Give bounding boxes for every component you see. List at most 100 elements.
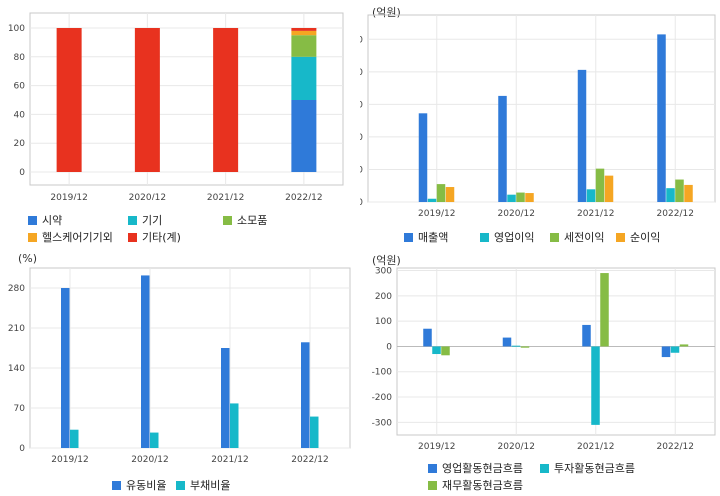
y-tick-label: 60 bbox=[14, 82, 26, 92]
bar bbox=[418, 113, 428, 202]
income-unit-label: (억원) bbox=[372, 6, 401, 19]
legend-item: 부채비율 bbox=[176, 477, 230, 493]
y-tick-label: 80 bbox=[14, 53, 26, 63]
legend-swatch bbox=[404, 232, 413, 242]
y-tick-label: -100 bbox=[372, 368, 393, 378]
legend-item: 투자활동현금흐름 bbox=[540, 460, 635, 476]
bar bbox=[520, 346, 530, 348]
bar bbox=[291, 30, 317, 36]
x-tick-label: 2022/12 bbox=[657, 442, 694, 452]
bar bbox=[577, 69, 587, 203]
legend-label: 기타(계) bbox=[142, 231, 181, 244]
y-tick-label: 200 bbox=[375, 292, 392, 302]
bar bbox=[586, 189, 596, 202]
bar bbox=[436, 184, 446, 202]
bar bbox=[427, 198, 437, 202]
y-tick-label: 70 bbox=[14, 404, 26, 414]
y-tick-label: 140 bbox=[8, 364, 25, 374]
product-mix-chart-panel: 0 20 40 60 80 100 2019/12 2020/12 2021/12 2022/12… bbox=[0, 0, 360, 248]
bar bbox=[511, 345, 521, 347]
bar bbox=[661, 346, 671, 358]
legend-swatch bbox=[550, 232, 559, 242]
y-tick-label: 600 bbox=[360, 100, 363, 110]
y-tick-label: 100 bbox=[8, 24, 25, 34]
legend-swatch bbox=[128, 232, 137, 242]
x-tick-label: 2022/12 bbox=[291, 455, 328, 465]
y-tick-label: 20 bbox=[14, 139, 26, 149]
x-tick-label: 2020/12 bbox=[129, 193, 166, 200]
x-tick-label: 2021/12 bbox=[577, 209, 614, 219]
bar bbox=[582, 324, 591, 347]
bar bbox=[301, 342, 310, 448]
bar bbox=[291, 28, 317, 31]
legend-item: 시약 bbox=[28, 212, 62, 228]
legend-item: 영업활동현금흐름 bbox=[428, 460, 523, 476]
legend-item: 세전이익 bbox=[550, 229, 604, 245]
legend-swatch bbox=[540, 463, 549, 473]
legend-swatch bbox=[428, 480, 437, 490]
x-tick-label: 2020/12 bbox=[498, 209, 535, 219]
bar bbox=[525, 193, 534, 202]
bar bbox=[150, 432, 159, 448]
legend-label: 재무활동현금흐름 bbox=[442, 479, 523, 492]
y-tick-label: 100 bbox=[375, 317, 392, 327]
bar bbox=[666, 188, 675, 202]
bar bbox=[670, 346, 680, 353]
x-tick-label: 2022/12 bbox=[285, 193, 322, 200]
bar bbox=[230, 403, 239, 448]
bar bbox=[591, 346, 600, 425]
y-tick-label: 0 bbox=[386, 342, 392, 352]
legend-item: 유동비율 bbox=[112, 477, 166, 493]
y-tick-label: 40 bbox=[14, 110, 26, 120]
legend-label: 투자활동현금흐름 bbox=[554, 462, 635, 475]
y-tick-label: 800 bbox=[360, 68, 363, 78]
legend-swatch bbox=[28, 232, 37, 242]
bar bbox=[141, 275, 150, 448]
y-tick-label: -200 bbox=[372, 393, 393, 403]
x-tick-label: 2020/12 bbox=[131, 455, 168, 465]
y-tick-label: 300 bbox=[375, 267, 392, 277]
bar bbox=[291, 35, 317, 57]
product-mix-chart: 0 20 40 60 80 100 2019/12 2020/12 2021/12 2022/12 bbox=[8, 12, 344, 200]
x-tick-label: 2019/12 bbox=[418, 442, 455, 452]
bar bbox=[516, 192, 525, 202]
y-tick-label: 210 bbox=[8, 324, 25, 334]
legend-item: 헬스케어기기외 bbox=[28, 229, 113, 245]
legend-item: 재무활동현금흐름 bbox=[428, 477, 523, 493]
y-tick-label: 0 bbox=[19, 168, 25, 178]
bar bbox=[61, 288, 70, 448]
legend-item: 소모품 bbox=[223, 212, 267, 228]
legend-swatch bbox=[176, 480, 185, 490]
ratio-unit-label: (%) bbox=[18, 252, 38, 265]
bar bbox=[291, 56, 317, 100]
bar bbox=[657, 34, 666, 203]
cashflow-unit-label: (억원) bbox=[372, 254, 401, 267]
legend-swatch bbox=[223, 215, 232, 225]
cashflow-chart: -300 -200 -100 0 100 200 300 2019/12 2020/12 2021… bbox=[372, 267, 716, 452]
legend-item: 기타(계) bbox=[128, 229, 181, 245]
x-tick-label: 2021/12 bbox=[207, 193, 244, 200]
legend-label: 기기 bbox=[142, 214, 163, 227]
y-tick-label: -300 bbox=[372, 418, 393, 428]
legend-item: 기기 bbox=[128, 212, 162, 228]
bar bbox=[70, 429, 79, 448]
y-tick-label: 0 bbox=[19, 444, 25, 454]
bar bbox=[445, 187, 455, 202]
legend-swatch bbox=[112, 480, 121, 490]
legend-item: 순이익 bbox=[616, 229, 660, 245]
legend-label: 영업활동현금흐름 bbox=[442, 462, 523, 475]
bar bbox=[56, 28, 82, 172]
bar bbox=[684, 184, 693, 202]
legend-label: 부채비율 bbox=[190, 479, 231, 492]
legend-swatch bbox=[128, 215, 137, 225]
bar bbox=[498, 95, 507, 202]
income-chart: 0 200 400 600 800 1,000 2019/12 2020/12 2021/12 2… bbox=[360, 14, 716, 219]
plot-frame bbox=[29, 12, 344, 186]
legend-label: 매출액 bbox=[418, 231, 449, 244]
legend-label: 소모품 bbox=[237, 214, 268, 227]
bar bbox=[595, 168, 605, 202]
x-tick-label: 2021/12 bbox=[577, 442, 614, 452]
y-tick-label: 0 bbox=[360, 198, 363, 208]
ratio-legend: 유동비율 부채비율 bbox=[112, 477, 352, 493]
